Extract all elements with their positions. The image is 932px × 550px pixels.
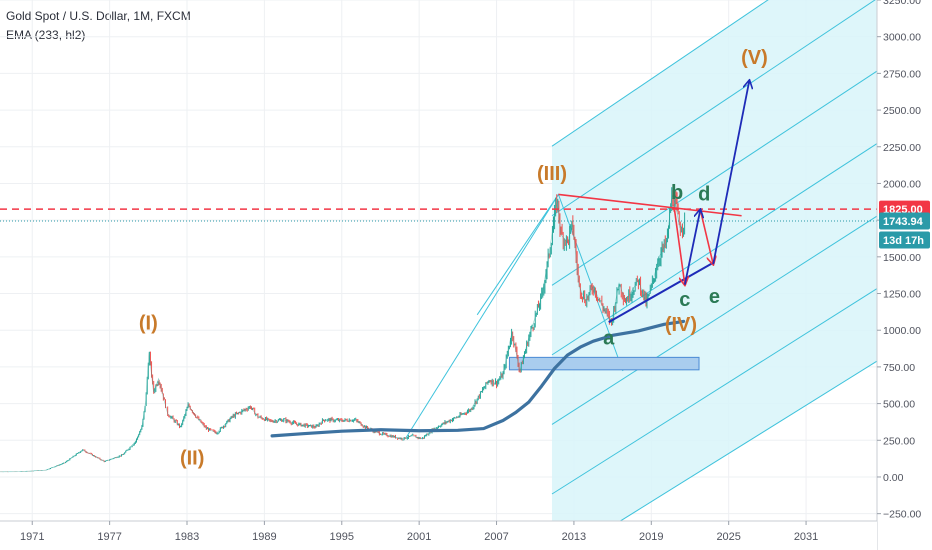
wave-label: d	[698, 183, 710, 205]
y-tick-label: 2250.00	[883, 142, 921, 154]
y-tick-label: 3250.00	[883, 0, 921, 7]
pitchfork-drawing[interactable]	[405, 0, 932, 550]
wave-drawings[interactable]	[558, 81, 749, 324]
current-price-tag-bg	[879, 212, 930, 230]
x-axis[interactable]: 1971 1977 1983 1989 1995 2001 2007 2013 2019 2025…	[0, 520, 877, 550]
x-tick-label: 1971	[20, 531, 44, 543]
arrow-c-to-d[interactable]	[683, 210, 700, 285]
x-tick-label: 2025	[716, 531, 740, 543]
y-tick-label: 1500.00	[883, 252, 921, 264]
y-tick-label: 500.00	[883, 399, 915, 411]
wave-label: (III)	[537, 163, 567, 185]
pitchfork-fill	[551, 0, 932, 550]
x-axis-background	[0, 521, 877, 550]
y-tick-label: 1250.00	[883, 289, 921, 301]
y-axis[interactable]: −250.00 0.00 250.00 500.00 750.00 1000.00 1250…	[876, 0, 932, 550]
x-tick-label: 2013	[562, 531, 586, 543]
y-tick-label: 250.00	[883, 435, 915, 447]
support-zone[interactable]	[508, 356, 700, 371]
wave-label: (II)	[180, 448, 204, 470]
pitchfork-line[interactable]	[551, 0, 932, 217]
x-tick-label: 1989	[252, 531, 276, 543]
price-line	[0, 195, 686, 473]
arrow-b-to-c[interactable]	[673, 209, 685, 285]
support-box[interactable]	[508, 356, 700, 371]
y-tick-label: 3000.00	[883, 32, 921, 44]
indicator-title[interactable]: EMA (233, hl2)	[6, 28, 86, 42]
pitchfork-leader[interactable]	[476, 194, 559, 316]
ema-line[interactable]	[270, 319, 686, 438]
triangle-lower-line[interactable]	[608, 261, 715, 324]
wave-labels: (I) (II) (III) (IV) (V) a b c d e	[139, 47, 768, 470]
y-tick-label: 0.00	[883, 472, 904, 484]
x-tick-label: 2001	[407, 531, 431, 543]
wave-label: e	[709, 286, 720, 308]
x-tick-label: 2007	[484, 531, 508, 543]
bar-timer-tag[interactable]: 13d 17h	[883, 235, 924, 247]
x-tick-label: 1995	[330, 531, 354, 543]
wave-label: a	[603, 327, 615, 349]
triangle-upper-line[interactable]	[558, 193, 742, 217]
y-tick-label: 2750.00	[883, 68, 921, 80]
y-tick-label: 2000.00	[883, 178, 921, 190]
wave-label: (I)	[139, 313, 158, 335]
y-tick-label: 2500.00	[883, 105, 921, 117]
arrow-d-to-e[interactable]	[699, 209, 713, 264]
chart-legend: Gold Spot / U.S. Dollar, 1M, FXCM EMA (2…	[6, 7, 191, 45]
wave-label: (IV)	[665, 314, 697, 336]
bar-timer-tag-bg	[879, 231, 930, 249]
wave-label: c	[679, 289, 690, 311]
y-tick-label: −250.00	[883, 509, 921, 521]
arrow-e-to-v[interactable]	[712, 81, 749, 265]
x-tick-label: 2019	[639, 531, 663, 543]
pitchfork-line[interactable]	[551, 0, 932, 147]
symbol-title[interactable]: Gold Spot / U.S. Dollar, 1M, FXCM	[6, 9, 191, 23]
x-tick-label: 1977	[97, 531, 121, 543]
wave-label: b	[671, 182, 683, 204]
y-axis-background	[877, 0, 932, 550]
x-tick-label: 1983	[175, 531, 199, 543]
y-tick-label: 1000.00	[883, 325, 921, 337]
wave-label: (V)	[741, 47, 768, 69]
x-tick-label: 2031	[794, 531, 818, 543]
series-layer	[0, 187, 877, 473]
current-price-tag[interactable]: 1743.94	[883, 216, 924, 228]
y-tick-label: 750.00	[883, 362, 915, 374]
